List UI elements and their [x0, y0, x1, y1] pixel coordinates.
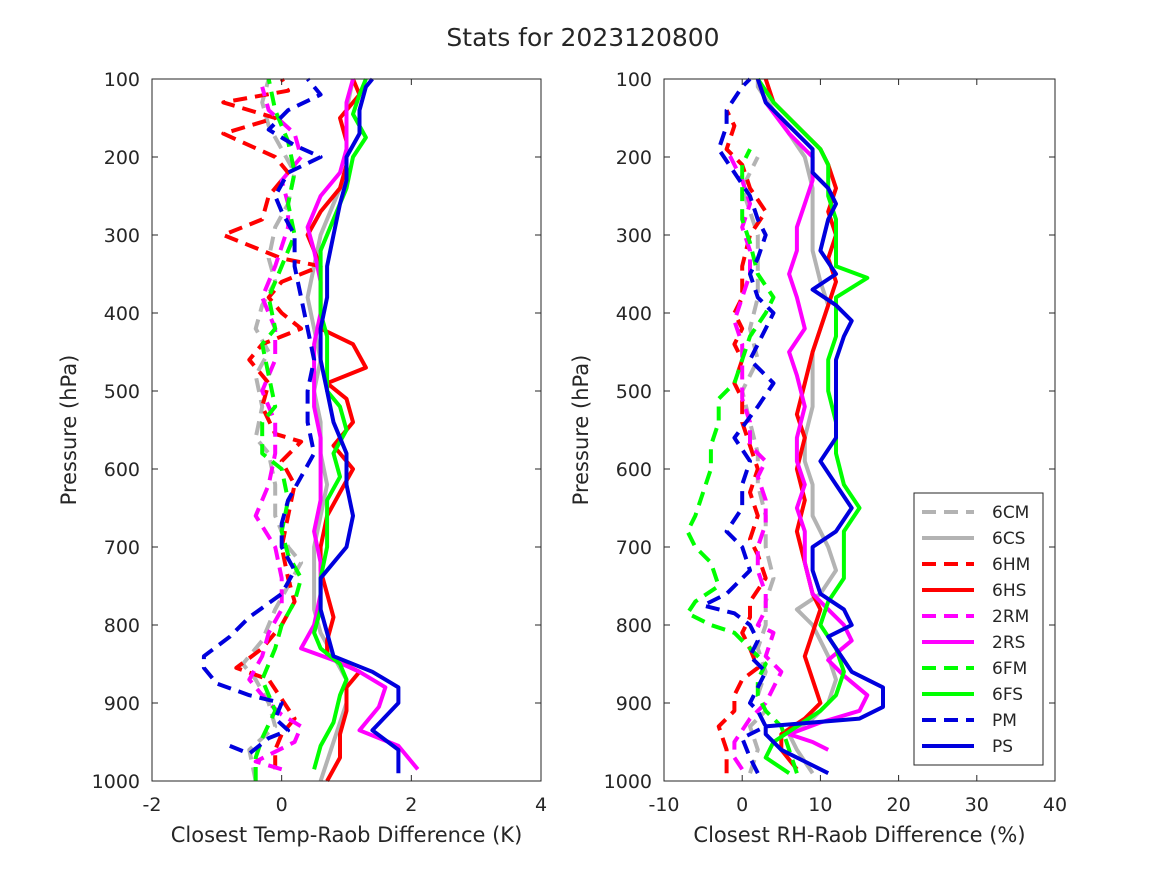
- rh-ytick-label: 700: [616, 537, 652, 559]
- temp-ytick-label: 500: [104, 381, 140, 403]
- temp-ytick-label: 800: [104, 615, 140, 637]
- rh-series-6fm: [685, 148, 799, 774]
- rh-series-2rm: [724, 148, 784, 771]
- rh-ytick-label: 800: [616, 615, 652, 637]
- legend-label-2rs: 2RS: [992, 633, 1025, 653]
- rh-ytick-label: 200: [616, 147, 652, 169]
- temp-ylabel: Pressure (hPa): [57, 355, 81, 506]
- legend-item-ps: PS: [922, 737, 1013, 757]
- rh-xtick-label: 30: [965, 794, 989, 816]
- legend-label-6hs: 6HS: [992, 581, 1026, 601]
- legend-label-6cm: 6CM: [992, 503, 1029, 523]
- temp-ytick-label: 200: [104, 147, 140, 169]
- temp-series-ps: [318, 77, 401, 774]
- temp-ytick-label: 400: [104, 303, 140, 325]
- temp-ytick-label: 700: [104, 537, 140, 559]
- rh-ylabel: Pressure (hPa): [569, 355, 593, 506]
- legend-item-6fm: 6FM: [922, 659, 1027, 679]
- temp-ytick-label: 300: [104, 225, 140, 247]
- temperature-panel: -2 0 2 4 100 200 300 400 500 600 700 800 900 1000 Clo…: [57, 69, 547, 847]
- rh-series-6hm: [716, 109, 768, 774]
- legend-label-6fm: 6FM: [992, 659, 1027, 679]
- rh-series-pm: [701, 77, 776, 775]
- rh-plot-frame: [663, 78, 1056, 782]
- rh-series-2rs: [755, 78, 870, 752]
- temp-xtick-label: 4: [535, 794, 547, 816]
- temp-plot-frame: [151, 78, 542, 782]
- temp-series-2rs: [299, 78, 420, 771]
- legend-label-2rm: 2RM: [992, 607, 1029, 627]
- legend-item-6fs: 6FS: [922, 685, 1023, 705]
- rh-xlabel: Closest RH-Raob Difference (%): [693, 823, 1025, 847]
- temp-xtick-label: 2: [405, 794, 417, 816]
- legend-item-6hm: 6HM: [922, 555, 1030, 575]
- temp-xtick-label: 0: [276, 794, 288, 816]
- temp-series-6hm: [221, 78, 323, 770]
- temp-series-6fm: [253, 78, 304, 781]
- rh-xtick-label: 40: [1043, 794, 1067, 816]
- legend-item-2rs: 2RS: [922, 633, 1025, 653]
- legend-item-6hs: 6HS: [922, 581, 1026, 601]
- legend-item-6cs: 6CS: [922, 529, 1025, 549]
- legend-item-pm: PM: [922, 711, 1017, 731]
- legend-label-6hm: 6HM: [992, 555, 1030, 575]
- rh-xtick-label: 10: [808, 794, 832, 816]
- rh-xtick-label: -10: [648, 794, 679, 816]
- temp-ytick-label: 600: [104, 459, 140, 481]
- figure-title: Stats for 2023120800: [446, 23, 719, 52]
- temp-ytick-label: 100: [104, 69, 140, 91]
- legend-label-ps: PS: [992, 737, 1013, 757]
- legend-label-6fs: 6FS: [992, 685, 1023, 705]
- legend-label-pm: PM: [992, 711, 1017, 731]
- legend-label-6cs: 6CS: [992, 529, 1025, 549]
- temp-ytick-label: 900: [104, 693, 140, 715]
- temp-xlabel: Closest Temp-Raob Difference (K): [171, 823, 523, 847]
- rh-ytick-label: 300: [616, 225, 652, 247]
- legend-item-6cm: 6CM: [922, 503, 1029, 523]
- temp-ytick-label: 1000: [92, 771, 140, 793]
- temp-series-pm: [201, 77, 323, 756]
- temp-xtick-label: -2: [143, 794, 162, 816]
- rh-ytick-label: 1000: [604, 771, 652, 793]
- rh-xtick-label: 20: [887, 794, 911, 816]
- rh-panel: -10 0 10 20 30 40 100 200 300 400 500 600 700 800 900 1…: [569, 69, 1067, 847]
- rh-ytick-label: 500: [616, 381, 652, 403]
- rh-ytick-label: 600: [616, 459, 652, 481]
- rh-ytick-label: 100: [616, 69, 652, 91]
- rh-ytick-label: 900: [616, 693, 652, 715]
- legend: 6CM 6CS 6HM 6HS 2RM 2RS 6FM 6FS PM PS: [913, 492, 1044, 766]
- rh-xtick-label: 0: [736, 794, 748, 816]
- legend-item-2rm: 2RM: [922, 607, 1029, 627]
- rh-ytick-label: 400: [616, 303, 652, 325]
- rh-series-ps: [755, 78, 885, 775]
